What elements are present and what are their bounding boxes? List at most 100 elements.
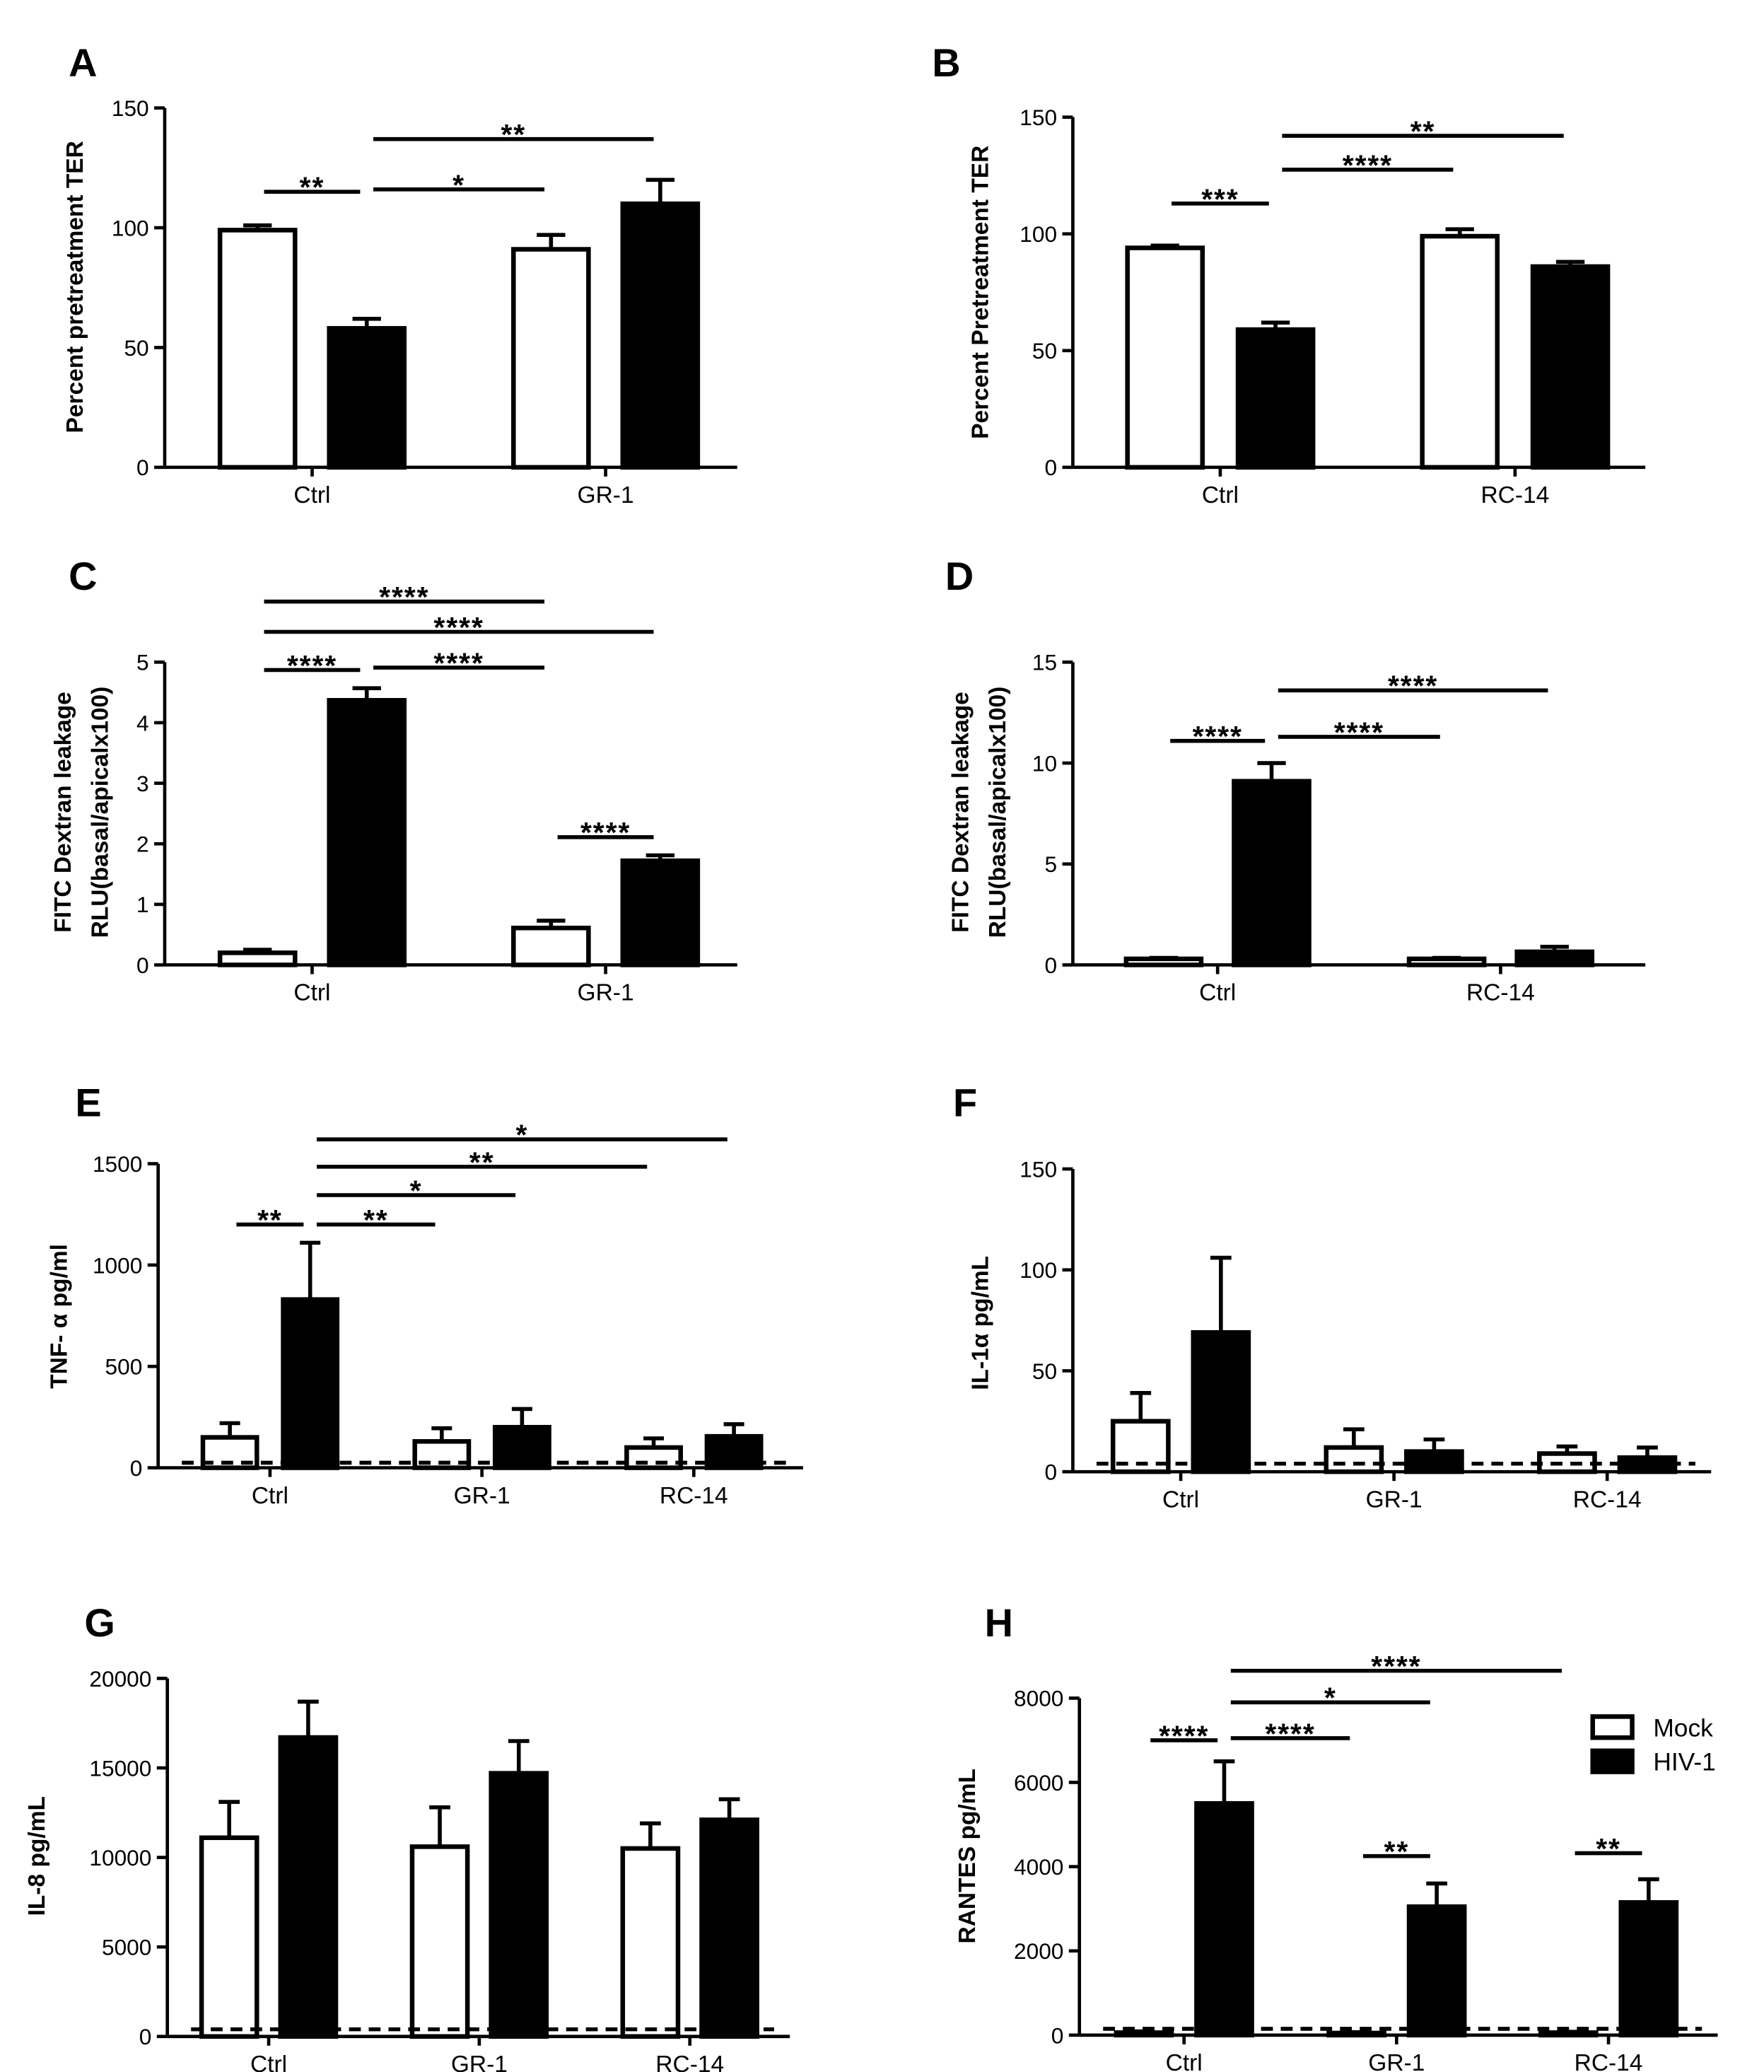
x-tick-label: Ctrl bbox=[1166, 2050, 1203, 2072]
error-bar bbox=[218, 1800, 240, 1838]
legend-swatch-mock bbox=[1590, 1714, 1635, 1740]
error-bar bbox=[1423, 1437, 1445, 1452]
panel-label: H bbox=[985, 1600, 1013, 1645]
significance-label: ** bbox=[469, 1146, 495, 1178]
y-tick-label: 50 bbox=[1032, 338, 1057, 363]
y-tick-label: 10 bbox=[1032, 750, 1057, 776]
bar-mock bbox=[409, 1844, 470, 2039]
x-tick-label: GR-1 bbox=[578, 980, 634, 1006]
error-bar bbox=[300, 1240, 321, 1300]
y-tick-label: 1500 bbox=[93, 1151, 142, 1177]
significance-label: ** bbox=[1596, 1832, 1621, 1865]
x-tick-label: RC-14 bbox=[655, 2051, 724, 2072]
error-bar bbox=[646, 177, 674, 204]
error-bar bbox=[718, 1797, 740, 1820]
y-axis-label: TNF- α pg/ml bbox=[47, 1244, 73, 1389]
bar-hiv bbox=[1235, 327, 1316, 470]
error-bar bbox=[511, 1407, 532, 1428]
x-tick-label: GR-1 bbox=[451, 2051, 508, 2072]
y-tick-label: 100 bbox=[1020, 1257, 1057, 1283]
x-tick-label: RC-14 bbox=[1466, 980, 1535, 1006]
error-bar bbox=[352, 316, 381, 329]
error-bar bbox=[431, 1426, 452, 1442]
x-tick-label: RC-14 bbox=[660, 1483, 728, 1509]
panel-label: C bbox=[69, 554, 97, 598]
x-tick-label: RC-14 bbox=[1575, 2050, 1643, 2072]
x-tick-label: Ctrl bbox=[293, 482, 330, 508]
panel-g: G IL-8 pg/mL 0 5000 10000 15000 20000 Ctrl GR-1 R… bbox=[24, 1600, 790, 2072]
x-tick-label: RC-14 bbox=[1480, 482, 1549, 508]
y-tick-label: 150 bbox=[112, 95, 149, 121]
bar-hiv bbox=[327, 326, 407, 470]
bar-hiv bbox=[699, 1817, 759, 2039]
bar-hiv bbox=[620, 858, 701, 967]
y-tick-label: 0 bbox=[1044, 1460, 1057, 1485]
bar-mock bbox=[1125, 245, 1205, 470]
y-axis-label: IL-8 pg/mL bbox=[24, 1796, 50, 1916]
x-tick-label: Ctrl bbox=[293, 980, 330, 1006]
significance-label: * bbox=[515, 1119, 528, 1151]
y-tick-label: 100 bbox=[1020, 221, 1057, 247]
bar-hiv bbox=[1618, 1899, 1679, 2038]
error-bar bbox=[298, 1699, 319, 1738]
bar-hiv bbox=[1191, 1329, 1251, 1474]
bar-hiv bbox=[1404, 1449, 1464, 1474]
bar-mock bbox=[1420, 233, 1500, 470]
legend-swatch-hiv bbox=[1590, 1748, 1635, 1774]
bar-mock bbox=[1324, 1445, 1384, 1474]
significance-label: **** bbox=[1343, 149, 1393, 181]
panel-c: C FITC Dextran leakage RLU(basal/apicalx10… bbox=[50, 554, 737, 1006]
panel-label: B bbox=[932, 40, 960, 85]
significance-label: **** bbox=[379, 581, 429, 613]
significance-label: ** bbox=[1384, 1835, 1410, 1868]
significance-label: * bbox=[410, 1174, 423, 1206]
y-tick-label: 8000 bbox=[1014, 1686, 1063, 1711]
error-bar bbox=[1343, 1427, 1365, 1448]
y-tick-label: 5 bbox=[1044, 851, 1057, 877]
bar-hiv bbox=[278, 1735, 339, 2039]
significance-label: **** bbox=[1388, 670, 1438, 702]
error-bar bbox=[1133, 2029, 1155, 2034]
x-tick-label: Ctrl bbox=[252, 1483, 288, 1509]
legend: Mock HIV-1 bbox=[1590, 1714, 1716, 1776]
significance-label: **** bbox=[433, 646, 484, 679]
error-bar bbox=[219, 1421, 240, 1438]
y-axis-label: RLU(basal/apicalx100) bbox=[87, 687, 113, 938]
significance-label: **** bbox=[580, 816, 631, 849]
bar-hiv bbox=[620, 201, 701, 470]
bar-hiv bbox=[1530, 264, 1611, 470]
error-bar bbox=[243, 948, 272, 953]
y-tick-label: 150 bbox=[1020, 105, 1057, 130]
legend-label: HIV-1 bbox=[1653, 1749, 1715, 1776]
panel-d: D FITC Dextran leakage RLU(basal/apicalx10… bbox=[945, 554, 1646, 1006]
error-bar bbox=[1345, 2030, 1367, 2035]
y-tick-label: 1 bbox=[136, 892, 149, 917]
bar-mock bbox=[217, 950, 298, 967]
panel-label: D bbox=[945, 554, 974, 598]
error-bar bbox=[1637, 1877, 1659, 1903]
error-bar bbox=[508, 1739, 530, 1774]
error-bar bbox=[352, 686, 381, 701]
panel-a: A Percent pretreatment TER 0 50 100 150 Ctrl GR… bbox=[62, 40, 737, 508]
panel-label: G bbox=[84, 1600, 115, 1645]
y-axis-label: Percent Pretreatment TER bbox=[968, 146, 994, 439]
error-bar bbox=[723, 1422, 744, 1437]
bar-hiv bbox=[327, 698, 407, 967]
panel-label: A bbox=[69, 40, 97, 85]
error-bar bbox=[1261, 320, 1290, 330]
error-bar bbox=[243, 223, 272, 231]
significance-label: ** bbox=[1410, 115, 1436, 148]
significance-label: **** bbox=[433, 611, 484, 644]
significance-label: **** bbox=[1371, 1650, 1421, 1682]
y-tick-label: 1000 bbox=[93, 1252, 142, 1278]
y-tick-label: 15000 bbox=[89, 1755, 151, 1781]
y-tick-label: 6000 bbox=[1014, 1770, 1063, 1795]
error-bar bbox=[1257, 761, 1286, 781]
error-bar bbox=[1445, 227, 1474, 237]
y-axis-label: RLU(basal/apicalx100) bbox=[985, 687, 1011, 938]
y-tick-label: 100 bbox=[112, 215, 149, 240]
legend-label: Mock bbox=[1653, 1714, 1713, 1742]
significance-label: **** bbox=[1265, 1717, 1315, 1750]
